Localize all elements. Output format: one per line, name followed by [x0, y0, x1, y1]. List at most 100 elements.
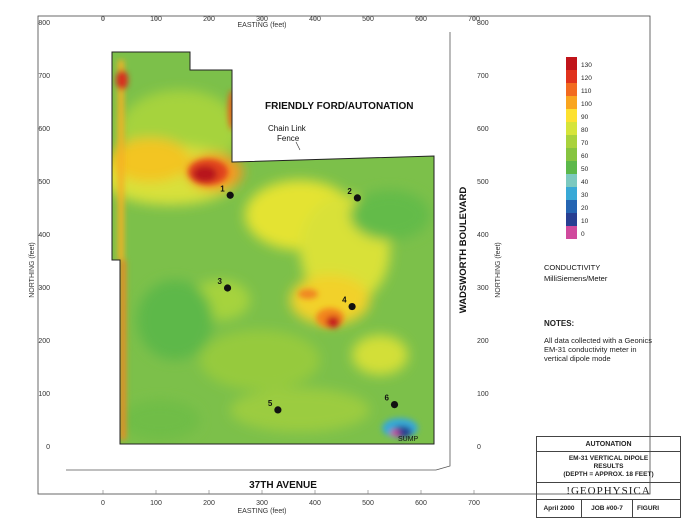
legend-label-30: 30 — [581, 192, 589, 199]
easting-tick-top-6: 600 — [415, 16, 427, 23]
legend-swatch-60 — [566, 148, 577, 161]
easting-tick-top-1: 100 — [150, 16, 162, 23]
legend-swatch-130 — [566, 57, 577, 70]
legend-label-90: 90 — [581, 114, 589, 121]
legend-swatch-20 — [566, 200, 577, 213]
legend-label-130: 130 — [581, 62, 592, 69]
northing-tick-right-5: 500 — [477, 179, 489, 186]
notes-line1: All data collected with a Geonics — [544, 336, 652, 345]
legend-swatch-50 — [566, 161, 577, 174]
northing-tick-left-6: 600 — [38, 126, 50, 133]
northing-tick-left-5: 500 — [38, 179, 50, 186]
title-block-client: AUTONATION — [536, 436, 681, 452]
legend-label-50: 50 — [581, 166, 589, 173]
legend-label-110: 110 — [581, 88, 592, 95]
legend-label-80: 80 — [581, 127, 589, 134]
northing-tick-left-2: 200 — [38, 338, 50, 345]
sample-points: 1 2 3 4 5 6 — [218, 184, 399, 414]
sample-point-6 — [390, 401, 399, 409]
northing-tick-left-7: 700 — [38, 73, 50, 80]
conductivity-surface — [112, 52, 434, 444]
notes-line3: vertical dipole mode — [544, 354, 611, 363]
legend-swatch-80 — [566, 122, 577, 135]
easting-tick-bottom-2: 200 — [203, 500, 215, 507]
site-boundary — [111, 51, 435, 445]
notes-heading: NOTES: — [544, 319, 575, 328]
title-block-job: JOB #00-7 — [581, 499, 633, 518]
legend-label-0: 0 — [581, 231, 585, 238]
road-south-label: 37TH AVENUE — [249, 480, 317, 491]
legend-label-20: 20 — [581, 205, 589, 212]
title-block-company: !GEOPHYSICA — [536, 482, 681, 500]
northing-tick-right-8: 800 — [477, 20, 489, 27]
legend-swatch-70 — [566, 135, 577, 148]
sample-point-2 — [353, 194, 361, 202]
axis-labels: 0010010020020030030040040050050060060070… — [38, 16, 488, 507]
sump-label: SUMP — [398, 436, 419, 443]
northing-tick-left-0: 0 — [46, 444, 50, 451]
easting-axis-title-top: EASTING (feet) — [237, 22, 286, 29]
legend-label-120: 120 — [581, 75, 592, 82]
easting-tick-top-3: 300 — [256, 16, 268, 23]
legend-swatch-40 — [566, 174, 577, 187]
easting-tick-bottom-1: 100 — [150, 500, 162, 507]
sample-point-1 — [226, 191, 234, 199]
easting-tick-bottom-3: 300 — [256, 500, 268, 507]
fence-leader — [295, 141, 301, 151]
site-title: FRIENDLY FORD/AUTONATION — [265, 101, 414, 112]
legend-label-60: 60 — [581, 153, 589, 160]
easting-tick-bottom-7: 700 — [468, 500, 480, 507]
sample-point-label-1: 1 — [220, 184, 225, 193]
title-block-figure: FIGURI — [632, 499, 681, 518]
title-block-title-line3: (DEPTH = APPROX. 18 FEET) — [563, 471, 654, 478]
easting-tick-top-2: 200 — [203, 16, 215, 23]
easting-tick-top-0: 0 — [101, 16, 105, 23]
northing-tick-right-0: 0 — [477, 444, 481, 451]
map-frame — [37, 15, 651, 495]
legend-swatch-110 — [566, 83, 577, 96]
sample-point-label-2: 2 — [347, 187, 352, 196]
title-block: AUTONATION EM-31 VERTICAL DIPOLE RESULTS… — [536, 436, 681, 518]
easting-tick-bottom-5: 500 — [362, 500, 374, 507]
legend-swatch-0 — [566, 226, 577, 239]
sample-point-4 — [348, 302, 356, 311]
legend-title: CONDUCTIVITY — [544, 263, 600, 272]
legend-swatch-30 — [566, 187, 577, 200]
northing-tick-right-4: 400 — [477, 232, 489, 239]
title-block-title: EM-31 VERTICAL DIPOLE RESULTS (DEPTH = A… — [536, 451, 681, 483]
easting-tick-bottom-0: 0 — [101, 500, 105, 507]
legend-swatch-10 — [566, 213, 577, 226]
easting-tick-bottom-6: 600 — [415, 500, 427, 507]
sample-point-5 — [274, 406, 282, 414]
fence-label-line1: Chain Link — [268, 124, 307, 133]
title-block-date: April 2000 — [536, 499, 582, 518]
northing-axis-title-left: NORTHING (feet) — [29, 242, 36, 298]
road-east-label: WADSWORTH BOULEVARD — [458, 187, 469, 314]
northing-tick-left-1: 100 — [38, 391, 50, 398]
easting-tick-top-4: 400 — [309, 16, 321, 23]
legend-label-40: 40 — [581, 179, 589, 186]
northing-tick-right-6: 600 — [477, 126, 489, 133]
legend-label-100: 100 — [581, 101, 592, 108]
legend-swatch-120 — [566, 70, 577, 83]
sample-point-label-5: 5 — [268, 399, 273, 408]
tick-marks — [102, 16, 475, 494]
northing-tick-right-7: 700 — [477, 73, 489, 80]
sample-point-label-3: 3 — [218, 277, 223, 286]
easting-axis-title-bottom: EASTING (feet) — [237, 508, 286, 515]
legend-unit: MilliSiemens/Meter — [544, 274, 608, 283]
northing-tick-left-4: 400 — [38, 232, 50, 239]
legend-swatch-100 — [566, 96, 577, 109]
northing-tick-left-3: 300 — [38, 285, 50, 292]
easting-tick-top-7: 700 — [468, 16, 480, 23]
wadsworth-curb — [435, 32, 451, 471]
northing-tick-right-2: 200 — [477, 338, 489, 345]
title-block-title-line1: EM-31 VERTICAL DIPOLE — [568, 455, 649, 462]
notes-line2: EM-31 conductivity meter in — [544, 345, 637, 354]
sample-point-label-4: 4 — [342, 296, 347, 305]
sample-point-label-6: 6 — [385, 394, 390, 403]
northing-tick-right-3: 300 — [477, 285, 489, 292]
legend-label-10: 10 — [581, 218, 589, 225]
